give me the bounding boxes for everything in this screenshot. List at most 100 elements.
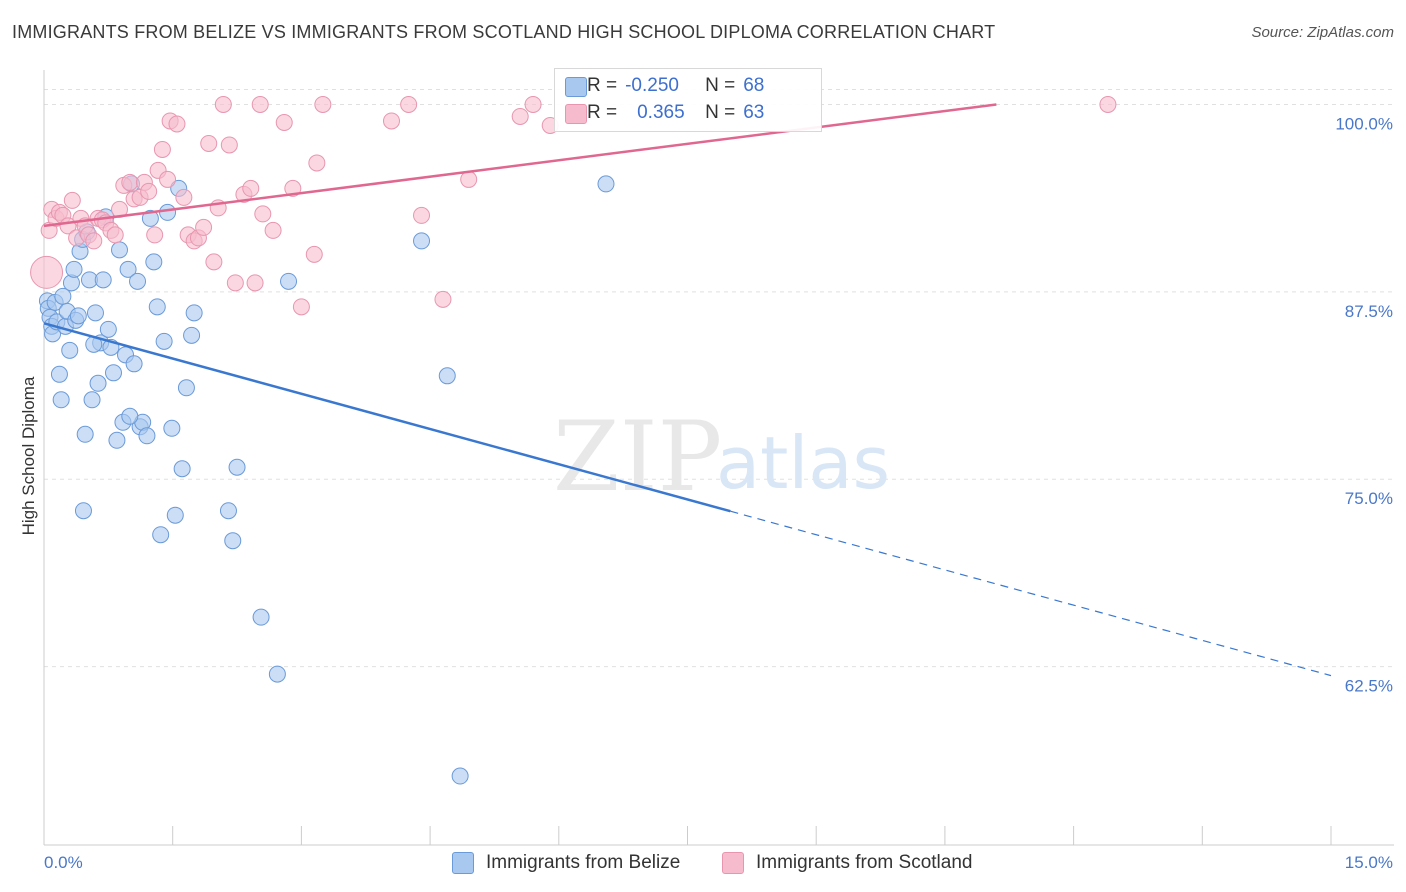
legend-row-belize: R = -0.250 N = 68 <box>565 73 765 99</box>
watermark-atlas: atlas <box>716 421 890 505</box>
belize-trend-extension <box>730 510 1332 677</box>
y-tick-label: 87.5% <box>1345 302 1393 321</box>
belize-point <box>76 425 94 443</box>
legend-swatch-belize <box>565 77 587 97</box>
x-axis-ticks <box>43 826 1332 845</box>
belize-point <box>108 431 126 449</box>
series-legend-belize[interactable]: Immigrants from Belize <box>452 852 680 874</box>
scotland-point <box>434 290 452 308</box>
scotland-point <box>63 191 81 209</box>
scotland-point <box>226 274 244 292</box>
scotland-point <box>121 173 139 191</box>
scotland-point <box>308 154 326 172</box>
trend-lines <box>43 103 1332 677</box>
correlation-legend: R = -0.250 N = 68 R = 0.365 N = 63 <box>554 68 822 132</box>
scotland-point <box>159 170 177 188</box>
legend-row-scotland: R = 0.365 N = 63 <box>565 100 765 126</box>
chart-title: IMMIGRANTS FROM BELIZE VS IMMIGRANTS FRO… <box>12 22 996 42</box>
belize-point <box>177 379 195 397</box>
belize-point <box>219 502 237 520</box>
belize-point <box>111 241 129 259</box>
belize-point <box>52 391 70 409</box>
belize-point <box>183 326 201 344</box>
scotland-point <box>292 298 310 316</box>
scotland-point <box>106 226 124 244</box>
belize-point <box>74 502 92 520</box>
belize-point <box>268 665 286 683</box>
y-axis-tick-labels: 62.5% 75.0% 87.5% 100.0% <box>1335 114 1393 695</box>
scotland-point <box>511 107 529 125</box>
belize-point <box>438 367 456 385</box>
scotland-point <box>400 95 418 113</box>
legend-r-value-scotland: 0.365 <box>637 102 685 123</box>
belize-point <box>83 391 101 409</box>
axes <box>43 70 1394 846</box>
belize-point <box>597 175 615 193</box>
legend-n-label: N = <box>705 75 736 96</box>
scotland-point <box>205 253 223 271</box>
belize-point <box>145 253 163 271</box>
legend-n-label: N = <box>705 102 736 123</box>
belize-point <box>228 458 246 476</box>
y-tick-label: 75.0% <box>1345 489 1393 508</box>
scotland-point <box>175 188 193 206</box>
scotland-point <box>264 221 282 239</box>
scotland-point <box>275 113 293 131</box>
y-tick-label: 100.0% <box>1335 114 1393 133</box>
legend-n-value-belize: 68 <box>743 75 765 96</box>
scotland-point <box>413 206 431 224</box>
belize-trend-line <box>43 322 731 513</box>
scotland-point <box>314 95 332 113</box>
belize-point <box>141 209 159 227</box>
data-points <box>30 95 1117 785</box>
belize-point <box>125 355 143 373</box>
scotland-point <box>524 95 542 113</box>
y-tick-label: 62.5% <box>1345 677 1393 696</box>
scotland-point <box>214 95 232 113</box>
scotland-point <box>140 182 158 200</box>
scotland-trend-line <box>43 103 997 228</box>
belize-point <box>86 304 104 322</box>
belize-point <box>252 608 270 626</box>
series-legend-scotland[interactable]: Immigrants from Scotland <box>722 852 972 874</box>
scotland-point <box>1099 95 1117 113</box>
belize-point <box>185 304 203 322</box>
legend-n-value-scotland: 63 <box>743 102 765 123</box>
belize-point <box>129 272 147 290</box>
belize-point <box>166 506 184 524</box>
scotland-point <box>30 255 64 289</box>
scotland-point <box>242 179 260 197</box>
series-swatch-belize <box>452 852 474 874</box>
belize-point <box>148 298 166 316</box>
source-credit: Source: ZipAtlas.com <box>1251 24 1394 41</box>
series-label-scotland: Immigrants from Scotland <box>756 852 973 873</box>
x-tick-label-max: 15.0% <box>1345 853 1393 872</box>
scotland-point <box>200 134 218 152</box>
belize-point <box>163 419 181 437</box>
belize-point <box>155 332 173 350</box>
scotland-point <box>195 218 213 236</box>
belize-point <box>99 320 117 338</box>
series-swatch-scotland <box>722 852 744 874</box>
scotland-point <box>246 274 264 292</box>
scotland-point <box>153 140 171 158</box>
belize-point <box>104 364 122 382</box>
watermark-zip: ZIP <box>553 401 722 513</box>
scotland-point <box>146 226 164 244</box>
watermark: ZIP atlas <box>553 401 890 513</box>
belize-point <box>50 365 68 383</box>
scotland-point <box>460 170 478 188</box>
belize-point <box>152 526 170 544</box>
belize-point <box>280 272 298 290</box>
belize-point <box>413 232 431 250</box>
legend-r-label: R = <box>587 102 618 123</box>
belize-point <box>173 460 191 478</box>
belize-point <box>121 407 139 425</box>
legend-r-label: R = <box>587 75 618 96</box>
belize-point <box>94 271 112 289</box>
scotland-point <box>254 205 272 223</box>
belize-point <box>451 767 469 785</box>
belize-point <box>159 203 177 221</box>
belize-point <box>138 427 156 445</box>
